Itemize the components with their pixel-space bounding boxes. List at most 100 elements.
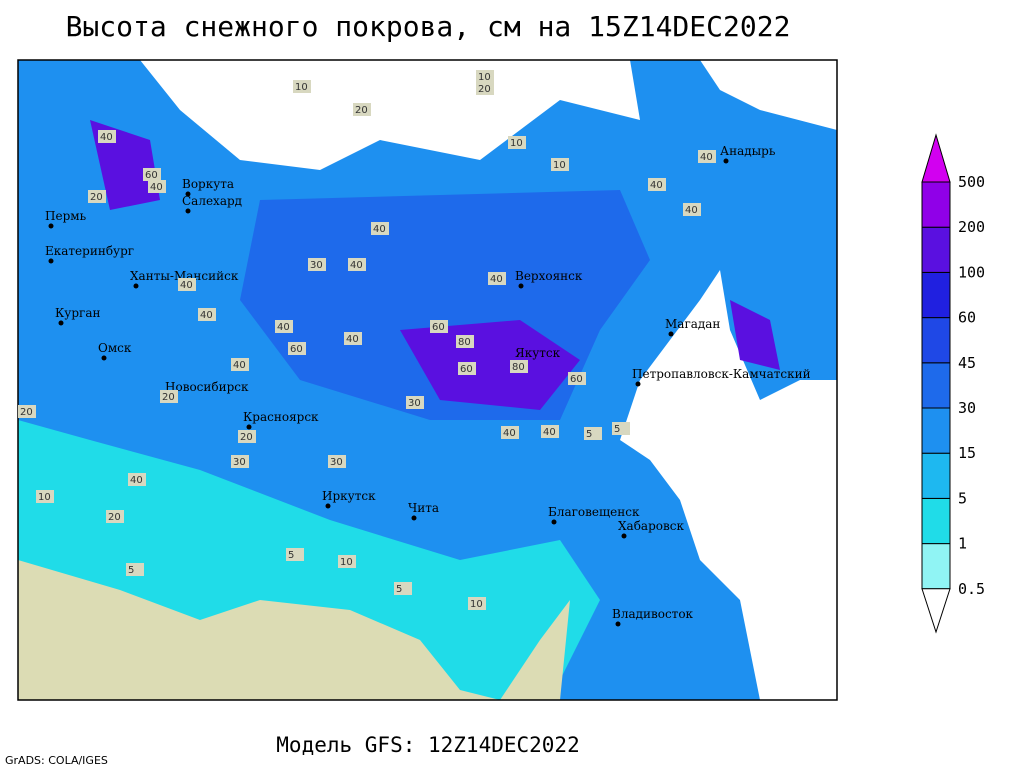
colorbar-box xyxy=(921,497,951,545)
colorbar-box xyxy=(921,317,951,364)
bering-sea xyxy=(700,60,837,130)
contour-label-bg xyxy=(648,178,666,191)
contour-label-bg xyxy=(36,490,54,503)
bare-land xyxy=(500,600,570,700)
city-label: Магадан xyxy=(665,317,720,331)
contour-label-bg xyxy=(353,103,371,116)
contour-label-bg xyxy=(348,258,366,271)
city-dot xyxy=(48,258,54,264)
city-label: Благовещенск xyxy=(548,505,640,519)
contour-label-bg xyxy=(456,335,474,348)
city-label: Новосибирск xyxy=(165,380,249,394)
contour-label-bg xyxy=(308,258,326,271)
contour-label-bg xyxy=(612,422,630,435)
city-label: Пермь xyxy=(45,209,87,223)
contour-label-bg xyxy=(541,425,559,438)
contour-label: 30 xyxy=(233,457,246,468)
contour-label-bg xyxy=(18,405,36,418)
contour-label-bg xyxy=(584,427,602,440)
city-dot xyxy=(133,283,139,289)
contour-label: 10 xyxy=(470,599,483,610)
city-dot xyxy=(615,621,621,627)
colorbar-label: 30 xyxy=(958,399,976,417)
contour-label-bg xyxy=(178,278,196,291)
snow-100 xyxy=(400,320,580,410)
contour-label: 40 xyxy=(233,360,246,371)
colorbar-label: 5 xyxy=(958,489,967,507)
city-dot xyxy=(551,519,557,525)
contour-label: 10 xyxy=(295,82,308,93)
contour-label: 40 xyxy=(277,322,290,333)
colorbar-label: 60 xyxy=(958,309,976,327)
contour-label: 5 xyxy=(288,550,294,561)
contour-label-bg xyxy=(568,372,586,385)
city-label: Иркутск xyxy=(322,489,376,503)
city-dot xyxy=(518,283,524,289)
contour-label: 20 xyxy=(108,512,121,523)
bare-land xyxy=(18,560,500,700)
contour-label: 30 xyxy=(310,260,323,271)
contour-label-bg xyxy=(238,430,256,443)
contour-label: 20 xyxy=(90,192,103,203)
contour-label: 40 xyxy=(200,310,213,321)
city-dot xyxy=(635,381,641,387)
city-label: Екатеринбург xyxy=(45,244,134,258)
cities: Пермь Екатеринбург Воркута Салехард Ханты-Ма… xyxy=(45,144,811,627)
colorbar-box xyxy=(921,452,951,499)
city-label: Верхоянск xyxy=(515,269,583,283)
contour-label: 20 xyxy=(240,432,253,443)
city-label: Воркута xyxy=(182,177,234,191)
contour-label-bg xyxy=(288,342,306,355)
contour-label: 40 xyxy=(543,427,556,438)
contour-label: 60 xyxy=(290,344,303,355)
contour-label-bg xyxy=(88,190,106,203)
contour-label: 20 xyxy=(20,407,33,418)
contour-label: 40 xyxy=(650,180,663,191)
city-dot xyxy=(101,355,107,361)
contour-label: 40 xyxy=(346,334,359,345)
colorbar-label: 500 xyxy=(958,173,985,191)
contour-label: 60 xyxy=(145,170,158,181)
contour-label-bg xyxy=(293,80,311,93)
contour-label: 40 xyxy=(180,280,193,291)
contour-label-bg xyxy=(458,362,476,375)
contour-label: 60 xyxy=(460,364,473,375)
city-label: Хабаровск xyxy=(618,519,684,533)
colorbar-label: 15 xyxy=(958,444,976,462)
colorbar-label: 100 xyxy=(958,263,985,281)
contour-label-bg xyxy=(128,473,146,486)
contour-label-bg xyxy=(476,82,494,95)
contour-label-bg xyxy=(143,168,161,181)
contour-label-bg xyxy=(126,563,144,576)
city-label: Салехард xyxy=(182,194,242,208)
contour-label-bg xyxy=(430,320,448,333)
colorbar-box xyxy=(921,543,951,590)
contour-label: 40 xyxy=(490,274,503,285)
colorbar-label: 200 xyxy=(958,218,985,236)
credit: GrADS: COLA/IGES xyxy=(5,754,108,767)
city-dot xyxy=(185,208,191,214)
contour-label: 20 xyxy=(355,105,368,116)
contour-label-bg xyxy=(501,426,519,439)
contour-label: 40 xyxy=(685,205,698,216)
contour-label: 30 xyxy=(330,457,343,468)
title: Высота снежного покрова, см на 15Z14DEC2… xyxy=(66,10,791,43)
contour-label-bg xyxy=(510,360,528,373)
city-dot xyxy=(48,223,54,229)
city-label: Омск xyxy=(98,341,132,355)
subtitle: Модель GFS: 12Z14DEC2022 xyxy=(276,733,579,757)
contour-label: 10 xyxy=(38,492,51,503)
city-label: Курган xyxy=(55,306,100,320)
colorbar-box xyxy=(921,181,951,228)
contour-label-bg xyxy=(328,455,346,468)
contour-label: 20 xyxy=(478,84,491,95)
map-frame xyxy=(17,59,838,701)
city-dot xyxy=(621,533,627,539)
contour-label-bg xyxy=(551,158,569,171)
contour-label: 40 xyxy=(700,152,713,163)
contour-label-bg xyxy=(508,136,526,149)
contour-label: 30 xyxy=(408,398,421,409)
contour-label-bg xyxy=(231,358,249,371)
